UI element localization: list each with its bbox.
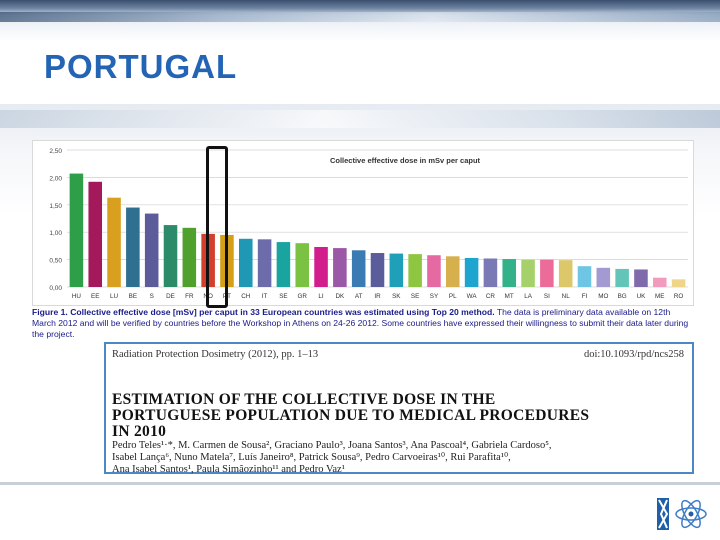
x-tick-label: DK xyxy=(335,293,345,300)
bar xyxy=(238,238,253,287)
bar xyxy=(144,213,159,287)
x-tick-label: BE xyxy=(129,293,137,300)
bar xyxy=(333,248,347,287)
bar xyxy=(314,246,328,287)
chart-title: Collective effective dose in mSv per cap… xyxy=(330,156,481,165)
x-tick-label: DE xyxy=(166,293,175,300)
paper-title: ESTIMATION OF THE COLLECTIVE DOSE IN THE… xyxy=(112,392,692,440)
bar xyxy=(88,181,103,287)
x-tick-label: SY xyxy=(430,293,439,300)
bar xyxy=(445,256,460,287)
x-tick-label: ME xyxy=(655,293,664,300)
x-tick-label: LA xyxy=(524,293,533,300)
institution-logo-icon xyxy=(657,498,707,530)
bar xyxy=(596,267,611,287)
bar-chart: 2,50 2,00 1,50 1,00 0,50 0,00 Collective effec… xyxy=(49,148,688,300)
bar xyxy=(370,253,385,287)
y-tick-label: 1,50 xyxy=(49,203,62,210)
x-tick-label: MO xyxy=(598,293,608,300)
bar xyxy=(389,253,404,287)
caption-lead: Figure 1. Collective effective dose [mSv… xyxy=(32,307,495,317)
x-tick-label: HU xyxy=(72,293,82,300)
figure-caption: Figure 1. Collective effective dose [mSv… xyxy=(32,307,694,340)
x-tick-label: GR xyxy=(298,293,308,300)
bar xyxy=(163,225,178,287)
x-tick-label: CR xyxy=(486,293,496,300)
x-tick-label: LU xyxy=(110,293,119,300)
caption-rest: The data is preliminary data available o… xyxy=(32,307,689,339)
chart-frame: 2,50 2,00 1,50 1,00 0,50 0,00 Collective effec… xyxy=(32,140,694,306)
bar xyxy=(257,239,272,287)
bar xyxy=(483,258,498,287)
x-tick-label: FR xyxy=(185,293,194,300)
bar xyxy=(671,279,686,287)
paper-authors-line: Isabel Lança⁶, Nuno Matela⁷, Luís Janeir… xyxy=(112,452,511,463)
bar xyxy=(295,243,310,287)
paper-title-line: PORTUGUESE POPULATION DUE TO MEDICAL PRO… xyxy=(112,407,590,424)
y-tick-label: 2,00 xyxy=(49,175,62,182)
x-tick-label: IT xyxy=(262,293,268,300)
paper-authors: Pedro Teles¹·*, M. Carmen de Sousa², Gra… xyxy=(112,440,692,476)
y-tick-label: 2,50 xyxy=(49,148,62,155)
x-tick-label: MT xyxy=(505,293,514,300)
bar xyxy=(634,269,648,287)
header-band xyxy=(0,0,720,105)
x-tick-label: UK xyxy=(637,293,647,300)
bar xyxy=(427,255,441,287)
content-band-rule xyxy=(0,110,720,128)
x-tick-label: SE xyxy=(411,293,419,300)
x-tick-label: RO xyxy=(674,293,684,300)
bar xyxy=(502,259,517,287)
paper-doi: doi:10.1093/rpd/ncs258 xyxy=(583,349,684,360)
bar xyxy=(408,254,422,287)
x-tick-label: IR xyxy=(374,293,381,300)
paper-journal: Radiation Protection Dosimetry (2012), p… xyxy=(112,349,319,360)
bar xyxy=(276,242,291,287)
bar xyxy=(182,227,197,287)
x-tick-label: CH xyxy=(241,293,251,300)
x-tick-label: LI xyxy=(318,293,324,300)
bar xyxy=(577,266,592,287)
x-tick-label: BG xyxy=(618,293,627,300)
bar xyxy=(521,259,535,287)
y-tick-label: 0,00 xyxy=(49,285,62,292)
header-stripe xyxy=(0,12,720,22)
bar xyxy=(351,250,366,287)
paper-authors-line: Ana Isabel Santos¹, Paula Simãozinho¹¹ a… xyxy=(112,464,345,475)
bar xyxy=(69,173,84,287)
y-tick-label: 1,00 xyxy=(49,230,62,237)
bar xyxy=(615,268,629,287)
paper-title-line: IN 2010 xyxy=(112,423,167,440)
bar xyxy=(107,197,121,287)
x-tick-label: S xyxy=(150,293,154,300)
bar xyxy=(540,259,554,287)
bar xyxy=(652,277,667,287)
y-tick-label: 0,50 xyxy=(49,258,62,265)
bar xyxy=(126,207,140,287)
x-tick-label: WA xyxy=(467,293,478,300)
bar xyxy=(464,257,479,287)
footer-rule xyxy=(0,482,720,485)
x-tick-label: SK xyxy=(392,293,401,300)
bar xyxy=(558,260,573,287)
x-tick-label: PL xyxy=(449,293,457,300)
paper-title-line: ESTIMATION OF THE COLLECTIVE DOSE IN THE xyxy=(112,391,496,408)
x-tick-label: EE xyxy=(91,293,99,300)
slide-title: PORTUGAL xyxy=(44,48,238,85)
x-tick-label: FI xyxy=(582,293,588,300)
x-tick-label: SI xyxy=(544,293,550,300)
x-tick-label: SE xyxy=(279,293,287,300)
x-tick-label: AT xyxy=(355,293,363,300)
paper-authors-line: Pedro Teles¹·*, M. Carmen de Sousa², Gra… xyxy=(112,440,552,451)
x-tick-label: NL xyxy=(562,293,571,300)
portugal-highlight-box xyxy=(206,146,228,308)
paper-excerpt: Radiation Protection Dosimetry (2012), p… xyxy=(104,342,694,476)
